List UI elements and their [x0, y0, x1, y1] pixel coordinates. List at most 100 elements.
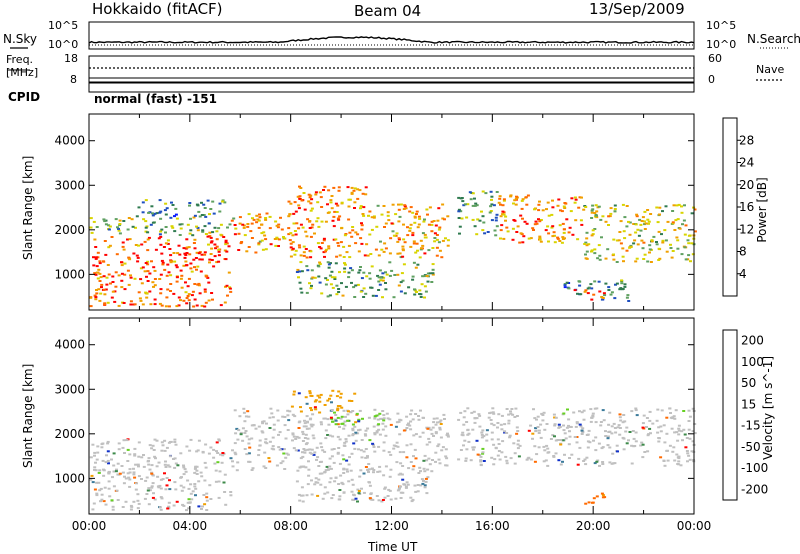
velocity-cell — [363, 433, 367, 436]
power-cell — [514, 197, 518, 200]
velocity-cell — [247, 415, 251, 418]
velocity-cell — [460, 433, 464, 436]
power-colorbar-tick-label: 28 — [739, 133, 754, 147]
velocity-cell — [155, 439, 159, 442]
power-cell — [435, 238, 439, 241]
power-cell — [113, 300, 117, 303]
velocity-cell — [540, 412, 544, 415]
velocity-cell — [409, 461, 413, 463]
power-cell — [309, 256, 313, 259]
power-cell — [590, 211, 594, 214]
velocity-cell — [434, 451, 438, 454]
power-cell — [206, 276, 210, 279]
power-cell — [589, 283, 593, 286]
power-cell — [255, 221, 259, 224]
velocity-cell — [402, 483, 406, 486]
power-cell — [423, 218, 426, 221]
velocity-cell — [91, 508, 95, 511]
power-cell — [289, 246, 293, 249]
power-cell — [171, 204, 175, 206]
velocity-cell — [364, 429, 368, 432]
velocity-cell — [324, 429, 328, 432]
velocity-cell — [570, 453, 574, 456]
power-cell — [625, 296, 629, 299]
velocity-cell — [159, 487, 163, 490]
power-cell — [326, 203, 329, 206]
power-cell — [635, 257, 639, 260]
velocity-cell — [338, 426, 341, 428]
velocity-cell — [662, 459, 666, 462]
velocity-cell — [117, 448, 121, 451]
power-cell — [203, 225, 207, 228]
power-cell — [243, 234, 247, 237]
power-cell — [193, 247, 197, 250]
velocity-cell — [214, 480, 218, 483]
power-cell — [237, 249, 241, 251]
power-cell — [331, 286, 335, 289]
velocity-cell — [345, 468, 349, 471]
velocity-cell — [409, 428, 413, 431]
power-cell — [313, 276, 317, 279]
power-cell — [305, 265, 309, 268]
velocity-cell — [268, 416, 272, 419]
power-cell — [159, 210, 163, 213]
power-cell — [289, 202, 293, 205]
velocity-cell — [394, 445, 398, 448]
velocity-cell — [229, 457, 233, 460]
velocity-cell — [202, 494, 206, 496]
velocity-cell — [99, 487, 103, 490]
velocity-cell — [485, 429, 489, 432]
velocity-cell — [611, 452, 615, 455]
velocity-cell — [426, 476, 430, 479]
velocity-cell — [677, 463, 681, 466]
velocity-cell — [370, 467, 374, 470]
power-cell — [538, 235, 542, 238]
power-cell — [94, 256, 98, 259]
power-cell — [260, 232, 264, 235]
power-cell — [229, 290, 233, 293]
power-cell — [634, 231, 638, 234]
velocity-cell — [336, 407, 340, 410]
velocity-cell — [427, 457, 431, 460]
velocity-cell — [343, 420, 347, 423]
power-cell — [135, 215, 139, 218]
velocity-cell — [354, 497, 358, 500]
power-cell — [608, 215, 612, 218]
velocity-cell — [231, 449, 234, 452]
power-cell — [147, 236, 151, 239]
velocity-cell — [492, 463, 496, 466]
velocity-cell — [547, 451, 551, 454]
power-cell — [159, 243, 163, 246]
velocity-cell — [243, 448, 247, 450]
velocity-cell — [553, 423, 557, 426]
velocity-cell — [296, 449, 300, 452]
velocity-cell — [352, 494, 356, 497]
velocity-cell — [323, 404, 327, 406]
power-cell — [200, 258, 204, 261]
power-cell — [370, 265, 374, 268]
velocity-cell — [471, 428, 475, 431]
velocity-cell — [687, 420, 691, 422]
power-cell — [502, 199, 506, 202]
velocity-cell — [246, 410, 250, 413]
power-cell — [210, 240, 214, 243]
velocity-cell — [107, 480, 111, 483]
velocity-cell — [323, 470, 327, 473]
power-cell — [356, 197, 360, 200]
velocity-cell — [357, 490, 361, 492]
power-cell — [319, 196, 323, 199]
velocity-cell — [426, 468, 430, 471]
power-cell — [493, 229, 497, 232]
power-cell — [648, 244, 652, 247]
power-cell — [120, 264, 124, 267]
power-cell — [650, 239, 654, 242]
power-cell — [98, 280, 102, 282]
velocity-cell — [193, 467, 197, 470]
power-cell — [215, 230, 219, 233]
power-cell — [535, 222, 539, 225]
velocity-cell — [167, 501, 171, 504]
velocity-cell — [132, 500, 136, 503]
velocity-cell — [233, 451, 237, 454]
power-cell — [619, 242, 623, 245]
power-cell — [198, 292, 202, 295]
